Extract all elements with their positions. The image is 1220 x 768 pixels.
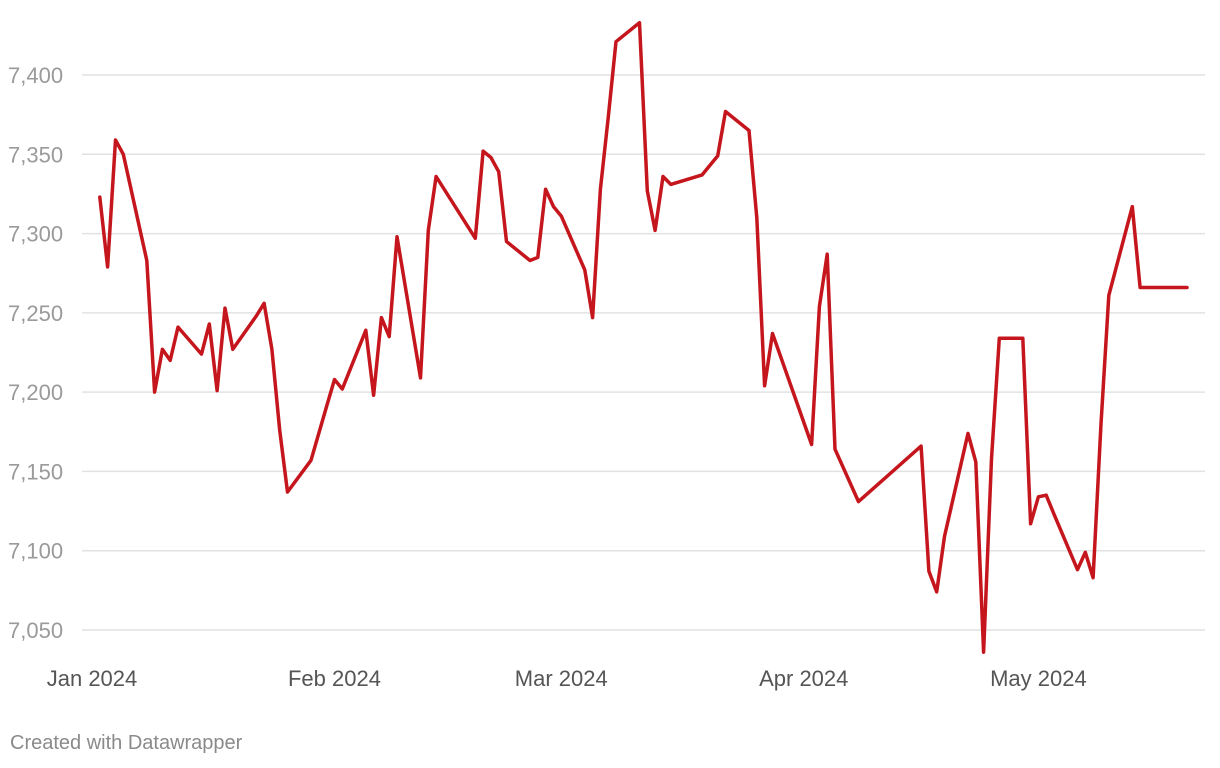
- y-tick-label: 7,300: [8, 222, 63, 247]
- line-chart: 7,050 7,100 7,150 7,200 7,250 7,300 7,350 7,400…: [8, 20, 1205, 691]
- x-tick-label: Feb 2024: [288, 666, 381, 691]
- x-tick-label: May 2024: [990, 666, 1087, 691]
- y-tick-label: 7,100: [8, 539, 63, 564]
- y-tick-label: 7,400: [8, 63, 63, 88]
- x-tick-label: Mar 2024: [515, 666, 608, 691]
- x-axis-ticks: Jan 2024 Feb 2024 Mar 2024 Apr 2024 May 2024: [47, 666, 1087, 691]
- y-tick-label: 7,200: [8, 380, 63, 405]
- y-tick-label: 7,150: [8, 459, 63, 484]
- y-tick-label: 7,050: [8, 618, 63, 643]
- series-layer: [98, 20, 1189, 654]
- x-tick-label: Apr 2024: [759, 666, 848, 691]
- y-axis-ticks: 7,050 7,100 7,150 7,200 7,250 7,300 7,350 7,400: [8, 63, 63, 643]
- y-tick-label: 7,350: [8, 142, 63, 167]
- gridlines: [82, 74, 1205, 631]
- y-tick-label: 7,250: [8, 301, 63, 326]
- credit-text: Created with Datawrapper: [10, 732, 243, 754]
- x-tick-label: Jan 2024: [47, 666, 138, 691]
- series-line: [98, 20, 1189, 654]
